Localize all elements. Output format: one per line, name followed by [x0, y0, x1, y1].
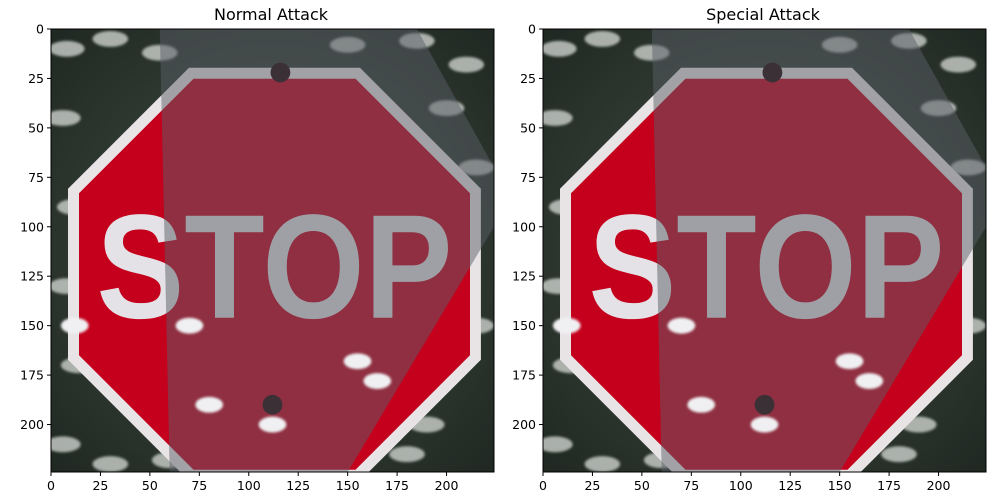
- x-tick-label: 100: [729, 478, 753, 493]
- panel-title: Special Attack: [706, 5, 821, 24]
- snow-on-sign: [855, 373, 884, 389]
- snow-on-sign: [60, 317, 89, 334]
- y-tick-label: 125: [20, 269, 44, 284]
- x-tick-label: 75: [683, 478, 699, 493]
- x-tick-label: 75: [191, 478, 207, 493]
- x-axis-ticks: 0 25 50 75 100 125 150 175 200: [47, 472, 459, 493]
- axes-frame: [542, 28, 987, 473]
- panel-title: Normal Attack: [214, 5, 329, 24]
- y-tick-label: 100: [20, 219, 44, 234]
- y-tick-label: 25: [520, 71, 536, 86]
- x-tick-label: 200: [927, 478, 951, 493]
- y-tick-label: 0: [36, 22, 44, 37]
- x-tick-label: 0: [539, 478, 547, 493]
- snow-clump: [51, 40, 85, 57]
- x-tick-label: 25: [584, 478, 600, 493]
- y-tick-label: 200: [512, 417, 536, 432]
- snow-clump: [448, 56, 485, 73]
- y-tick-label: 50: [520, 120, 536, 135]
- image-panel-normal-attack: Normal Attack STOP 0 25 50 75 100 125 150 175 20…: [20, 5, 495, 493]
- snow-on-sign: [343, 353, 372, 370]
- y-tick-label: 175: [512, 368, 536, 383]
- image-panel-special-attack: Special Attack STOP 0 25 50 75 100 125 150 175 2…: [512, 5, 987, 493]
- y-axis-ticks: 0 25 50 75 100 125 150 175 200: [512, 22, 543, 432]
- snow-clump: [584, 456, 621, 472]
- y-tick-label: 125: [512, 269, 536, 284]
- x-tick-label: 175: [877, 478, 901, 493]
- x-tick-label: 200: [435, 478, 459, 493]
- snow-on-sign: [667, 317, 696, 334]
- y-axis-ticks: 0 25 50 75 100 125 150 175 200: [20, 22, 51, 432]
- snow-clump: [881, 446, 917, 463]
- x-tick-label: 100: [237, 478, 261, 493]
- shadow-band: [651, 29, 986, 472]
- x-tick-label: 150: [336, 478, 360, 493]
- snow-on-sign: [552, 317, 581, 334]
- snow-clump: [543, 40, 577, 57]
- y-tick-label: 0: [528, 22, 536, 37]
- y-tick-label: 150: [512, 318, 536, 333]
- stop-sign-image: STOP: [50, 28, 495, 473]
- snow-on-sign: [363, 373, 392, 389]
- y-tick-label: 175: [20, 368, 44, 383]
- x-tick-label: 175: [385, 478, 409, 493]
- snow-clump: [92, 30, 129, 47]
- snow-clump: [51, 110, 81, 126]
- x-tick-label: 125: [778, 478, 802, 493]
- snow-clump: [584, 30, 621, 47]
- snow-on-sign: [258, 416, 287, 433]
- snow-clump: [543, 110, 573, 126]
- bolt: [262, 394, 283, 415]
- y-tick-label: 75: [520, 170, 536, 185]
- bolt: [270, 62, 291, 83]
- snow-on-sign: [687, 396, 716, 413]
- snow-clump: [51, 436, 81, 453]
- snow-clump: [940, 56, 977, 73]
- bolt: [762, 62, 783, 83]
- x-tick-label: 25: [92, 478, 108, 493]
- x-axis-ticks: 0 25 50 75 100 125 150 175 200: [539, 472, 951, 493]
- y-tick-label: 150: [20, 318, 44, 333]
- snow-on-sign: [750, 416, 779, 433]
- snow-on-sign: [195, 396, 224, 413]
- stop-sign-image: STOP: [542, 28, 987, 473]
- x-tick-label: 150: [828, 478, 852, 493]
- snow-on-sign: [835, 353, 864, 370]
- x-tick-label: 50: [634, 478, 650, 493]
- snow-on-sign: [175, 317, 204, 334]
- axes-frame: [50, 28, 495, 473]
- x-tick-label: 50: [142, 478, 158, 493]
- snow-clump: [92, 456, 129, 472]
- y-tick-label: 200: [20, 417, 44, 432]
- snow-clump: [543, 436, 573, 453]
- bolt: [754, 394, 775, 415]
- x-tick-label: 125: [286, 478, 310, 493]
- snow-clump: [389, 446, 425, 463]
- y-tick-label: 25: [28, 71, 44, 86]
- shadow-band: [159, 29, 494, 472]
- x-tick-label: 0: [47, 478, 55, 493]
- y-tick-label: 100: [512, 219, 536, 234]
- y-tick-label: 50: [28, 120, 44, 135]
- y-tick-label: 75: [28, 170, 44, 185]
